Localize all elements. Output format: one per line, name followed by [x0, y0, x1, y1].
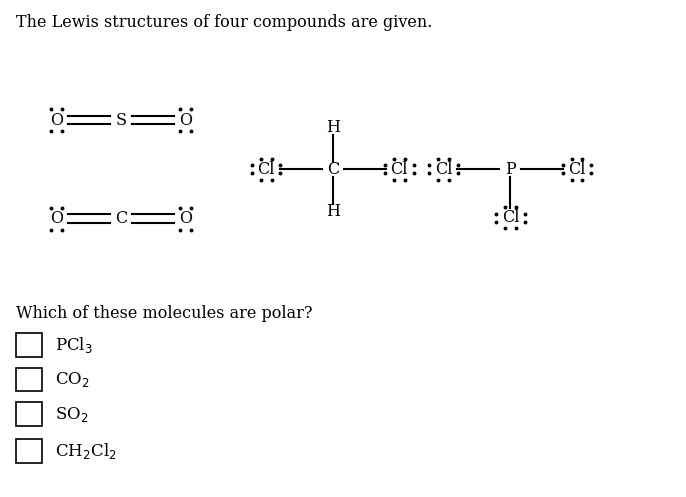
- Text: SO$_2$: SO$_2$: [55, 405, 88, 423]
- Bar: [16, 439, 43, 463]
- Text: O: O: [50, 111, 63, 129]
- Bar: [16, 402, 43, 426]
- Bar: [16, 368, 43, 391]
- Text: O: O: [179, 210, 192, 227]
- Text: Cl: Cl: [568, 161, 586, 178]
- Text: C: C: [327, 161, 339, 178]
- Text: Cl: Cl: [435, 161, 453, 178]
- Bar: [16, 333, 43, 357]
- Text: CO$_2$: CO$_2$: [55, 370, 89, 389]
- Text: H: H: [326, 203, 340, 220]
- Text: Cl: Cl: [501, 209, 519, 226]
- Text: The Lewis structures of four compounds are given.: The Lewis structures of four compounds a…: [16, 14, 433, 31]
- Text: P: P: [505, 161, 516, 178]
- Text: PCl$_3$: PCl$_3$: [55, 335, 93, 355]
- Text: C: C: [115, 210, 127, 227]
- Text: CH$_2$Cl$_2$: CH$_2$Cl$_2$: [55, 441, 117, 461]
- Text: H: H: [326, 119, 340, 136]
- Text: Which of these molecules are polar?: Which of these molecules are polar?: [16, 305, 313, 323]
- Text: Cl: Cl: [390, 161, 408, 178]
- Text: Cl: Cl: [257, 161, 275, 178]
- Text: O: O: [50, 210, 63, 227]
- Text: S: S: [115, 111, 126, 129]
- Text: O: O: [179, 111, 192, 129]
